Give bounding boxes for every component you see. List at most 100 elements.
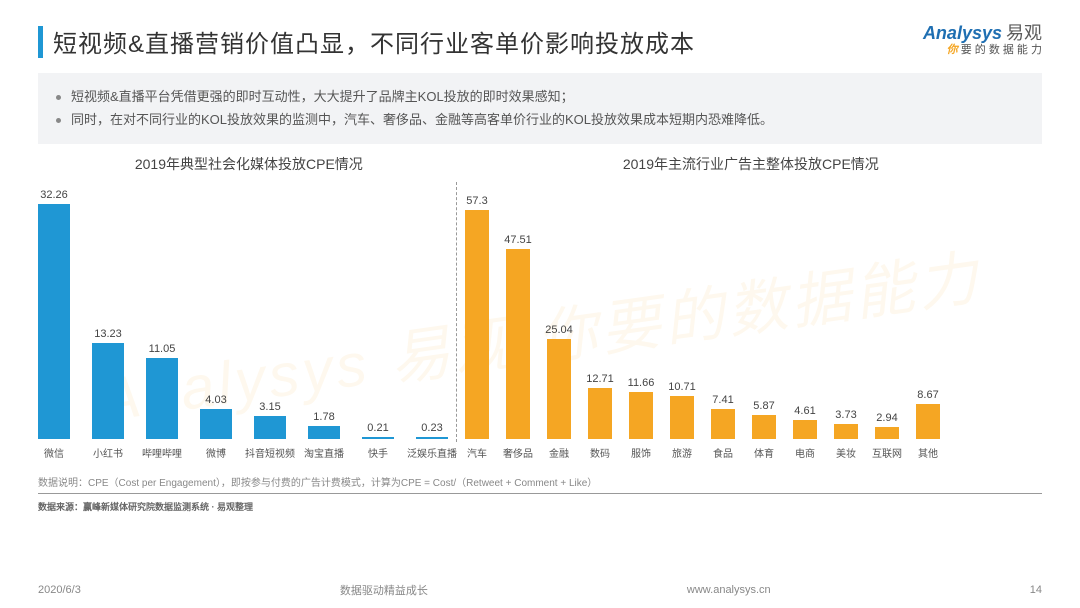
slide: 短视频&直播营销价值凸显，不同行业客单价影响投放成本 Analysys易观 你 … [0,0,1080,608]
logo-tag-accent: 你 [947,44,958,56]
footer-center: 数据驱动精益成长 [340,582,428,598]
bar-value: 5.87 [753,400,774,412]
bullet-box: 短视频&直播平台凭借更强的即时互动性，大大提升了品牌主KOL投放的即时效果感知；… [38,73,1042,144]
bar-column: 1.78淘宝直播 [308,180,340,460]
bar-value: 7.41 [712,394,733,406]
bar-value: 0.23 [421,422,442,434]
bar [362,437,394,439]
bar-label: 抖音短视频 [245,445,295,460]
bullet-text: 短视频&直播平台凭借更强的即时互动性，大大提升了品牌主KOL投放的即时效果感知； [71,89,574,104]
bar-label: 服饰 [631,445,651,460]
bar-label: 电商 [795,445,815,460]
bar-column: 32.26 微信 [38,180,70,460]
bar-value: 10.71 [668,381,696,393]
bar-label: 泛娱乐直播 [407,445,457,460]
chart-titles-row: 2019年典型社会化媒体投放CPE情况 2019年主流行业广告主整体投放CPE情… [38,154,1042,174]
bar-label: 其他 [918,445,938,460]
bar-column: 3.73 美妆 [834,180,858,460]
logo-tagline: 你 要 的 数 据 能 力 [923,44,1042,56]
footer-page: 14 [1030,584,1042,596]
footer-date: 2020/6/3 [38,584,81,596]
bar-column: 8.67其他 [916,180,940,460]
bar [200,409,232,438]
footer-url: www.analysys.cn [687,584,771,596]
bar-column: 4.03 微博 [200,180,232,460]
bar [254,416,286,439]
bullet-item: 同时，在对不同行业的KOL投放效果的监测中，汽车、奢侈品、金融等高客单价行业的K… [56,108,1024,131]
chart-left-title: 2019年典型社会化媒体投放CPE情况 [38,154,460,174]
bar-value: 13.23 [94,328,122,340]
bar-value: 25.04 [545,324,573,336]
bar [711,409,735,439]
bar-column: 7.41食品 [711,180,735,460]
bar-column: 47.51奢侈品 [506,180,530,460]
bar-value: 1.78 [313,411,334,423]
bar-value: 0.21 [367,422,388,434]
bar-value: 11.05 [149,343,176,355]
data-note: 数据说明：CPE（Cost per Engagement），即按参与付费的广告计… [38,468,1042,494]
bar-column: 10.71 旅游 [670,180,694,460]
bar-column: 12.71 数码 [588,180,612,460]
bar-label: 美妆 [836,445,856,460]
bar-value: 57.3 [466,195,487,207]
bar-column: 57.3汽车 [465,180,489,460]
bar-value: 32.26 [40,189,68,201]
bar-value: 2.94 [876,412,897,424]
bar-column: 0.23泛娱乐直播 [416,180,448,460]
bar-column: 25.04金融 [547,180,571,460]
bar-label: 快手 [368,445,388,460]
bar [146,358,178,438]
bar [629,392,653,439]
bar-label: 旅游 [672,445,692,460]
bullet-dot-icon [56,118,61,123]
page-title: 短视频&直播营销价值凸显，不同行业客单价影响投放成本 [53,24,695,59]
chart-divider [456,182,457,442]
bar-column: 5.87 体育 [752,180,776,460]
bar [793,420,817,438]
bar-label: 体育 [754,445,774,460]
bullet-dot-icon [56,95,61,100]
title-block: 短视频&直播营销价值凸显，不同行业客单价影响投放成本 [38,24,695,59]
bar-column: 13.23 小红书 [92,180,124,460]
bar-label: 微博 [206,445,226,460]
logo: Analysys易观 你 要 的 数 据 能 力 [923,24,1042,56]
bar [670,396,694,439]
bar [875,427,899,439]
bullet-item: 短视频&直播平台凭借更强的即时互动性，大大提升了品牌主KOL投放的即时效果感知； [56,85,1024,108]
bar [547,339,571,439]
bar [38,204,70,439]
logo-brand-zh: 易观 [1006,23,1042,43]
logo-brand-en: Analysys [923,23,1002,43]
chart-left: 32.26微信13.23小红书11.05哔哩哔哩4.03微博3.15抖音短视频1… [38,180,448,460]
logo-tag-rest: 要 的 数 据 能 力 [958,44,1042,56]
bar [465,210,489,439]
data-source: 数据来源：赢峰新媒体研究院数据监测系统 · 易观整理 [38,494,1042,515]
chart-right-title: 2019年主流行业广告主整体投放CPE情况 [460,154,1042,174]
bar-value: 47.51 [504,234,532,246]
bar-column: 0.21 快手 [362,180,394,460]
bar-column: 2.94 互联网 [875,180,899,460]
bar-label: 微信 [44,445,64,460]
bullet-text: 同时，在对不同行业的KOL投放效果的监测中，汽车、奢侈品、金融等高客单价行业的K… [71,112,773,127]
bar-label: 数码 [590,445,610,460]
bar [916,404,940,439]
bar-value: 4.03 [205,394,226,406]
bar [506,249,530,439]
bar-label: 淘宝直播 [304,445,344,460]
bar [752,415,776,438]
charts-area: Analysys 易观 你要的数据能力 32.26微信13.23小红书11.05… [38,180,1042,460]
bar-label: 哔哩哔哩 [142,445,182,460]
bar-label: 小红书 [93,445,123,460]
bar-value: 12.71 [586,373,614,385]
chart-right: 57.3汽车47.51奢侈品25.04金融12.71数码11.66服饰10.71… [465,180,940,460]
bar [416,437,448,439]
bar [92,343,124,439]
bar-label: 互联网 [872,445,902,460]
bar-value: 3.73 [835,409,856,421]
logo-brand: Analysys易观 [923,24,1042,44]
title-accent-bar [38,26,43,58]
bar-value: 4.61 [794,405,815,417]
header-row: 短视频&直播营销价值凸显，不同行业客单价影响投放成本 Analysys易观 你 … [38,24,1042,59]
bar [588,388,612,439]
bar-column: 11.05哔哩哔哩 [146,180,178,460]
